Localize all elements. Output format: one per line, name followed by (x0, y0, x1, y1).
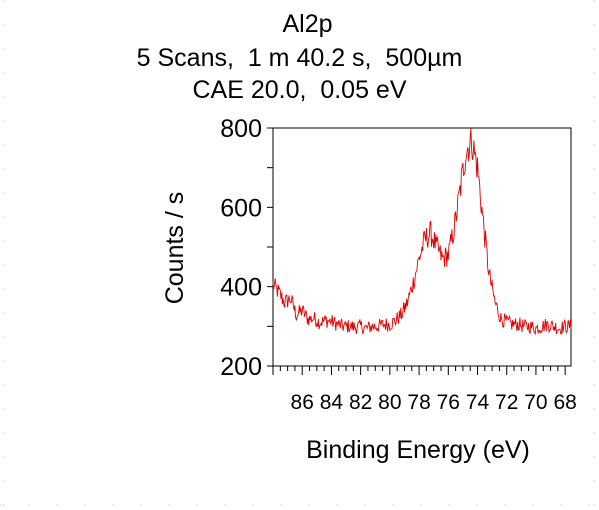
x-tick-label: 78 (407, 391, 430, 414)
series-line (272, 127, 572, 336)
x-axis-label: Binding Energy (eV) (306, 436, 530, 464)
x-tick-label: 70 (524, 391, 547, 414)
chart-subtitle-scans: 5 Scans, 1 m 40.2 s, 500µm (136, 44, 463, 72)
y-axis-label: Counts / s (161, 192, 189, 305)
x-tick-label: 82 (349, 391, 372, 414)
y-tick-label: 200 (220, 353, 262, 381)
y-tick-label: 400 (220, 274, 262, 302)
chart-subtitle-settings: CAE 20.0, 0.05 eV (192, 76, 407, 104)
x-tick-label: 80 (378, 391, 401, 414)
chart-title: Al2p (282, 10, 333, 38)
x-tick-label: 74 (466, 391, 490, 414)
x-tick-label: 76 (437, 391, 460, 414)
x-tick-label: 72 (495, 391, 518, 414)
y-tick-label: 600 (220, 194, 262, 222)
x-tick-label: 86 (291, 391, 314, 414)
y-tick-label: 800 (220, 115, 262, 143)
x-tick-label: 68 (553, 391, 576, 414)
x-tick-label: 84 (320, 391, 344, 414)
